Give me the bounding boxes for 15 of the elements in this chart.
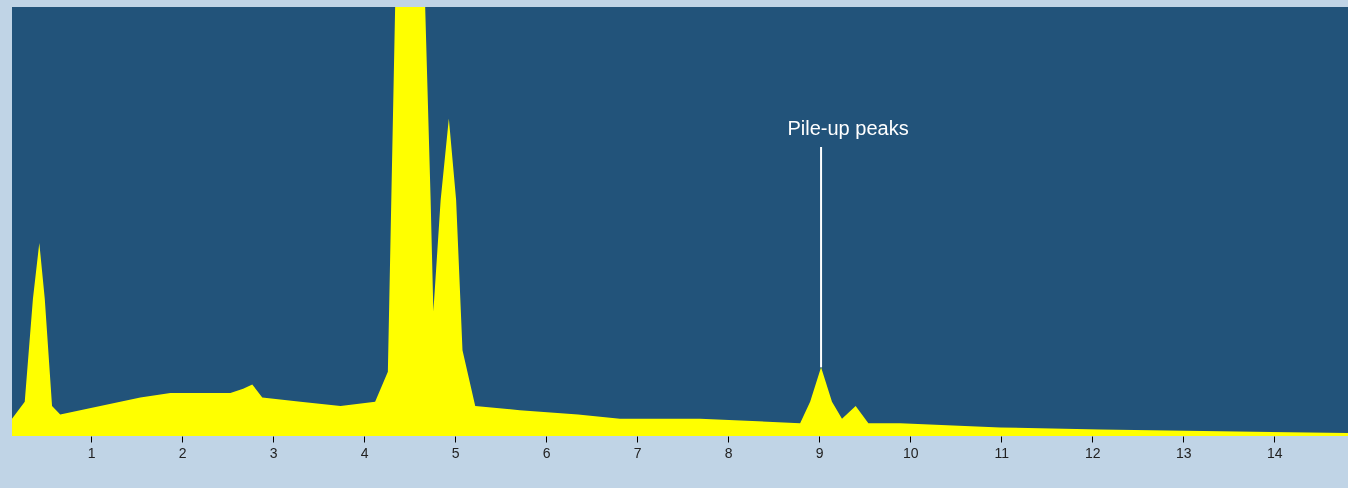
x-tick-label: 8: [724, 444, 733, 461]
x-tick-label: 9: [815, 444, 824, 461]
x-tick-label: 13: [1175, 444, 1192, 461]
x-tick-label: 11: [994, 444, 1010, 461]
x-tick-label: 12: [1084, 444, 1101, 461]
x-tick-label: 1: [87, 444, 96, 461]
x-tick-label: 6: [542, 444, 551, 461]
annotation: Pile-up peaks: [787, 117, 909, 139]
x-tick-label: 3: [269, 444, 278, 461]
x-tick-label: 7: [633, 444, 642, 461]
x-tick-label: 5: [451, 444, 460, 461]
x-tick-label: 10: [902, 444, 919, 461]
x-tick-label: 2: [178, 444, 187, 461]
x-tick-label: 4: [360, 444, 369, 461]
x-tick-label: 14: [1266, 444, 1283, 461]
